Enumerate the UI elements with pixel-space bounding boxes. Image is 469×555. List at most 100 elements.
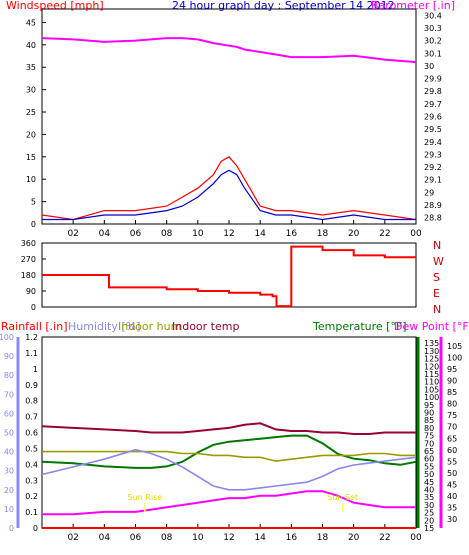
humidity-tick-label: 40 xyxy=(4,448,14,457)
rainfall-tick-label: 0.4 xyxy=(25,460,38,469)
temperature-tick-label: 135 xyxy=(424,339,439,348)
windspeed-tick-label: 25 xyxy=(26,108,36,117)
rainfall-tick-label: 1.2 xyxy=(25,333,38,342)
dewpoint-tick-label: 55 xyxy=(447,457,457,466)
barometer-tick-label: 29.1 xyxy=(424,176,442,185)
rainfall-tick-label: 0.2 xyxy=(25,492,38,501)
barometer-axis-title: Barometer [.in] xyxy=(371,0,455,12)
dewpoint-tick-label: 45 xyxy=(447,480,457,489)
direction-tick-label: 180 xyxy=(21,271,36,280)
temperature-tick-label: 40 xyxy=(424,485,434,494)
humidity-tick-label: 60 xyxy=(4,409,14,418)
sun-annotation-label: Sun Set xyxy=(327,493,358,502)
humidity-tick-label: 10 xyxy=(4,505,14,514)
humidity-tick-label: 30 xyxy=(4,467,14,476)
barometer-tick-label: 29.6 xyxy=(424,113,442,122)
temperature-tick-label: 35 xyxy=(424,493,434,502)
rainfall-tick-label: 1.1 xyxy=(25,349,38,358)
temperature-tick-label: 15 xyxy=(424,524,434,533)
compass-label: W xyxy=(433,255,444,268)
temperature-tick-label: 100 xyxy=(424,393,439,402)
humidity-tick-label: 0 xyxy=(9,524,14,533)
series-wind-gust xyxy=(42,169,416,221)
wind-barometer-panel: 0 5 10 15 20 25 30 35 40 45 28.8 28.9 29 29.1 29.2 29.3… xyxy=(6,0,455,239)
barometer-tick-label: 30.4 xyxy=(424,11,442,20)
direction-tick-label: 90 xyxy=(26,287,36,296)
chart-title: 24 hour graph day : September 14 2012 xyxy=(172,0,395,12)
temperature-tick-label: 120 xyxy=(424,362,439,371)
x-tick-label: 06 xyxy=(130,533,142,543)
barometer-tick-label: 29.7 xyxy=(424,100,442,109)
rainfall-tick-label: 1 xyxy=(33,365,38,374)
rainfall-tick-label: 0.7 xyxy=(25,413,38,422)
temperature-humidity-panel: 010203040506070809010000.10.20.30.40.50.… xyxy=(0,320,469,543)
temperature-tick-label: 20 xyxy=(424,516,434,525)
rainfall-tick-label: 0.1 xyxy=(25,508,38,517)
temperature-tick-label: 70 xyxy=(424,439,434,448)
dewpoint-tick-label: 35 xyxy=(447,503,457,512)
windspeed-tick-label: 40 xyxy=(26,41,36,50)
humidity-tick-label: 50 xyxy=(4,429,14,438)
windspeed-axis-title: Windspeed [mph] xyxy=(6,0,104,12)
barometer-tick-label: 29.9 xyxy=(424,75,442,84)
wind-panel-series xyxy=(41,37,417,221)
dewpoint-tick-label: 75 xyxy=(447,411,457,420)
x-tick-label: 00 xyxy=(410,533,422,543)
x-tick-label: 08 xyxy=(161,533,173,543)
humidity-tick-label: 80 xyxy=(4,371,14,380)
windspeed-tick-label: 0 xyxy=(31,220,36,229)
barometer-tick-label: 29.8 xyxy=(424,87,442,96)
dewpoint-axis-title: Dew Point [°F] xyxy=(394,320,469,333)
temperature-tick-label: 105 xyxy=(424,385,439,394)
direction-panel-series xyxy=(42,245,416,308)
compass-label: E xyxy=(433,287,440,300)
humidity-axis-title: Humidity [%] xyxy=(68,320,140,333)
series-indoor-temp xyxy=(41,422,416,435)
dewpoint-tick-label: 80 xyxy=(447,400,457,409)
temperature-tick-label: 115 xyxy=(424,370,439,379)
rainfall-tick-label: 0.5 xyxy=(25,444,38,453)
x-tick-label: 18 xyxy=(317,533,329,543)
dewpoint-tick-label: 70 xyxy=(447,423,457,432)
barometer-tick-label: 29.4 xyxy=(424,138,442,147)
temperature-tick-label: 90 xyxy=(424,408,434,417)
barometer-tick-label: 29.3 xyxy=(424,150,442,159)
x-tick-label: 10 xyxy=(192,533,204,543)
barometer-tick-label: 28.8 xyxy=(424,214,442,223)
x-tick-label: 16 xyxy=(286,229,298,239)
barometer-tick-label: 29 xyxy=(424,188,434,197)
temperature-axis-title: Temperature [°F] xyxy=(312,320,407,333)
x-tick-label: 18 xyxy=(317,229,329,239)
direction-tick-label: 270 xyxy=(21,255,36,264)
x-tick-label: 12 xyxy=(223,533,234,543)
x-tick-label: 14 xyxy=(254,229,266,239)
temperature-tick-label: 55 xyxy=(424,462,434,471)
x-tick-label: 06 xyxy=(130,229,142,239)
x-tick-label: 02 xyxy=(67,533,78,543)
series-windspeed xyxy=(41,156,417,221)
direction-tick-label: 360 xyxy=(21,239,36,248)
windspeed-tick-label: 15 xyxy=(26,153,36,162)
dewpoint-tick-label: 95 xyxy=(447,365,457,374)
series-barometer xyxy=(41,37,417,64)
dewpoint-tick-label: 65 xyxy=(447,434,457,443)
rainfall-axis-title: Rainfall [.in] xyxy=(1,320,68,333)
temperature-tick-label: 25 xyxy=(424,509,434,518)
barometer-tick-label: 28.9 xyxy=(424,201,442,210)
temperature-tick-label: 130 xyxy=(424,347,439,356)
rainfall-tick-label: 0.6 xyxy=(25,429,38,438)
rainfall-tick-label: 0.3 xyxy=(25,476,38,485)
indoor-hum-legend: Indoor hum xyxy=(118,320,181,333)
dewpoint-tick-label: 105 xyxy=(447,342,462,351)
temperature-tick-label: 80 xyxy=(424,424,434,433)
series-humidity xyxy=(41,448,417,491)
barometer-tick-label: 30.1 xyxy=(424,49,442,58)
dewpoint-tick-label: 30 xyxy=(447,515,457,524)
x-tick-label: 10 xyxy=(192,229,204,239)
rainfall-tick-label: 0 xyxy=(33,524,38,533)
direction-tick-label: 0 xyxy=(31,303,36,312)
windspeed-tick-label: 5 xyxy=(31,198,36,207)
sun-annotation-label: Sun Rise xyxy=(128,493,163,502)
rainfall-tick-label: 0.9 xyxy=(25,381,38,390)
